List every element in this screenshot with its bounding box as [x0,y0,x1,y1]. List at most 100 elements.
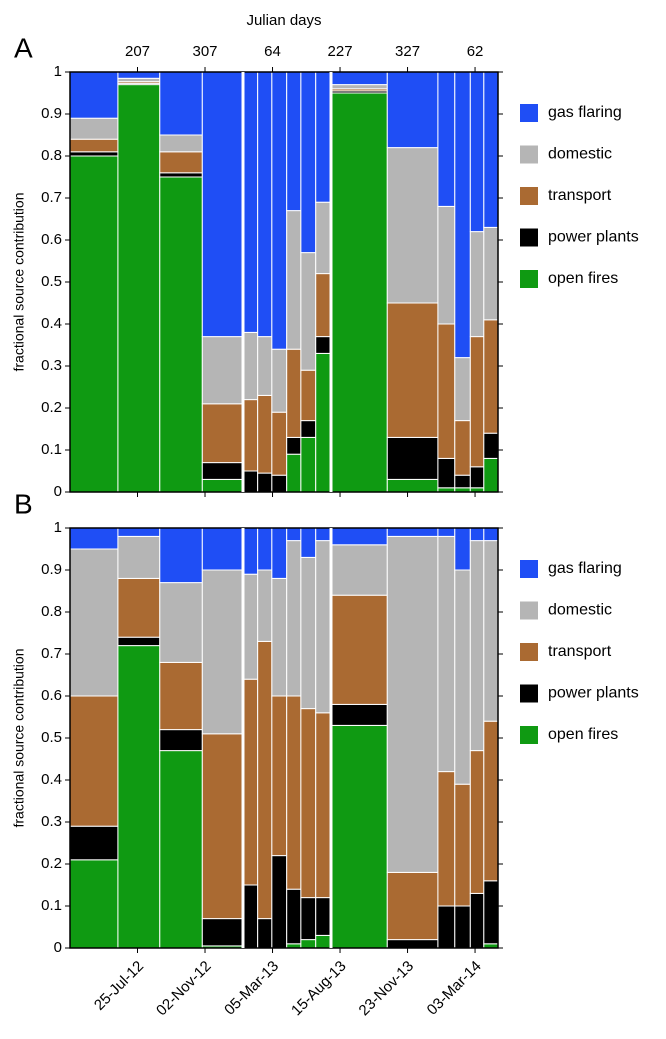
bar-segment [271,474,288,493]
bar-segment [483,319,499,434]
bar-segment [159,176,203,493]
bar-segment [454,569,471,785]
bar-segment [69,548,119,697]
y-tick-label: 0.6 [41,687,62,704]
bar-segment [454,783,471,907]
legend-swatch [520,726,538,744]
legend-swatch [520,187,538,205]
bar-segment [469,466,485,489]
bar-segment [69,695,119,827]
bar-segment [483,457,499,493]
bar-segment [315,352,332,493]
bar-segment [386,71,439,149]
legend-swatch [520,270,538,288]
bar-segment [257,569,273,642]
legend-swatch [520,643,538,661]
bar-segment [159,134,203,153]
y-tick-label: 0.3 [41,357,62,374]
bar-segment [437,71,456,207]
y-tick-label: 0.9 [41,561,62,578]
bar-segment [469,540,485,752]
y-tick-label: 1 [54,63,62,80]
bar-segment [437,905,456,949]
bar-segment [286,210,302,350]
bar-segment [300,436,317,493]
y-tick-label: 1 [54,519,62,536]
panel-label: A [14,32,33,63]
legend-label: domestic [548,602,612,619]
x2-tick-label: 307 [193,43,218,60]
bar-segment [117,84,161,493]
legend-label: open fires [548,726,618,743]
bar-segment [300,897,317,941]
y-tick-label: 0.4 [41,771,62,788]
bar-segment [201,336,244,405]
bar-segment [437,535,456,773]
bar-segment [257,336,273,396]
bar-segment [386,535,439,873]
bar-segment [483,226,499,321]
bar-segment [300,556,317,710]
bar-segment [286,888,302,945]
bar-segment [286,695,302,890]
bar-segment [300,369,317,422]
bar-segment [437,771,456,907]
bar-segment [386,871,439,941]
bar-segment [271,695,288,857]
bar-segment [437,323,456,459]
bar-segment [330,703,388,726]
bar-segment [386,527,439,537]
bar-segment [201,733,244,920]
bar-segment [286,540,302,697]
bar-segment [330,544,388,596]
x-tick-label: 23-Nov-13 [356,958,418,1020]
bar-segment [69,527,119,550]
bar-segment [242,399,259,472]
bar-segment [300,252,317,371]
y-tick-label: 0.8 [41,147,62,164]
y-tick-label: 0.4 [41,315,62,332]
bar-segment [69,117,119,140]
legend-swatch [520,684,538,703]
y-tick-label: 0.5 [41,273,62,290]
x2-tick-label: 207 [125,43,150,60]
bar-segment [386,436,439,480]
y-tick-label: 0 [54,939,62,956]
bar-segment [117,535,161,579]
bar-segment [437,527,456,537]
y-tick-label: 0.7 [41,645,62,662]
bar-segment [300,527,317,558]
y-tick-label: 0.6 [41,231,62,248]
bar-segment [315,712,332,899]
y-tick-label: 0.3 [41,813,62,830]
bar-segment [330,594,388,705]
x-tick-label: 15-Aug-13 [288,958,350,1020]
bar-segment [469,231,485,338]
bar-segment [454,357,471,422]
bar-segment [117,71,161,79]
bar-segment [159,750,203,949]
bar-segment [483,720,499,882]
bar-segment [286,453,302,493]
bar-segment [437,205,456,325]
y-axis-label: fractional source contribution [11,193,27,372]
bar-segment [271,71,288,350]
bar-segment [257,472,273,493]
bar-segment [300,939,317,949]
x-tick-label: 25-Jul-12 [91,958,147,1014]
bar-segment [271,527,288,579]
legend-label: gas flaring [548,560,622,577]
bar-segment [201,403,244,464]
legend-label: transport [548,643,612,660]
bar-segment [69,151,119,157]
bar-segment [315,897,332,936]
bar-segment [386,302,439,438]
bar-segment [201,527,244,571]
bar-segment [159,151,203,174]
bar-segment [271,411,288,476]
y-tick-label: 0.1 [41,897,62,914]
bar-segment [454,527,471,571]
legend-label: power plants [548,229,639,246]
